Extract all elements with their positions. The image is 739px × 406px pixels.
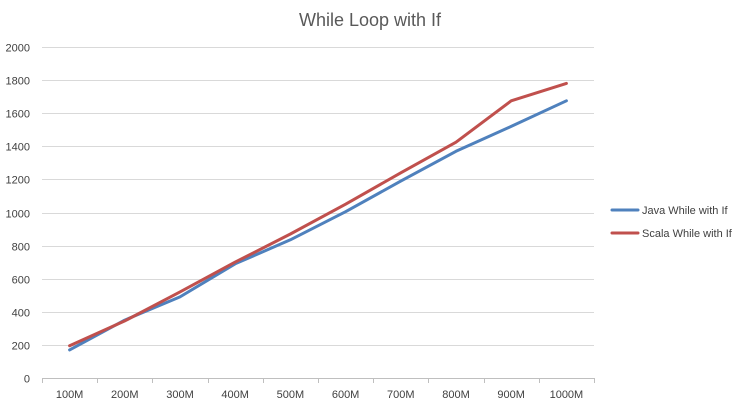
x-tick-label: 100M — [56, 389, 84, 401]
y-tick-label: 400 — [12, 308, 30, 320]
y-tick-label: 600 — [12, 275, 30, 287]
x-tick-label: 900M — [497, 389, 525, 401]
y-tick-label: 1800 — [6, 76, 30, 88]
series-line-2 — [68, 81, 568, 348]
series-line-1 — [68, 99, 568, 352]
x-tick-label: 200M — [111, 389, 139, 401]
legend: Java While with If Scala While with If — [610, 205, 733, 240]
x-tick-label: 300M — [166, 389, 194, 401]
legend-label-2: Scala While with If — [642, 228, 733, 240]
legend-label-1: Java While with If — [642, 205, 729, 217]
x-tick-label: 400M — [221, 389, 249, 401]
y-tick-label: 1000 — [6, 209, 30, 221]
y-tick-label: 0 — [24, 374, 30, 386]
x-tick-label: 600M — [332, 389, 360, 401]
y-tick-label: 1200 — [6, 175, 30, 187]
y-tick-label: 800 — [12, 242, 30, 254]
x-tick-label: 700M — [387, 389, 415, 401]
y-tick-label: 1600 — [6, 109, 30, 121]
y-tick-label: 1400 — [6, 142, 30, 154]
x-tick-label: 500M — [277, 389, 305, 401]
gridlines — [42, 47, 594, 346]
x-tick-label: 800M — [442, 389, 470, 401]
y-tick-label: 2000 — [6, 43, 30, 55]
series-lines — [68, 81, 568, 352]
y-tick-label: 200 — [12, 341, 30, 353]
x-tick-label: 1000M — [550, 389, 584, 401]
chart-title: While Loop with If — [299, 10, 442, 30]
axes: 0 200 400 600 800 1000 1200 1400 1600 1800 2000 100… — [6, 43, 595, 401]
